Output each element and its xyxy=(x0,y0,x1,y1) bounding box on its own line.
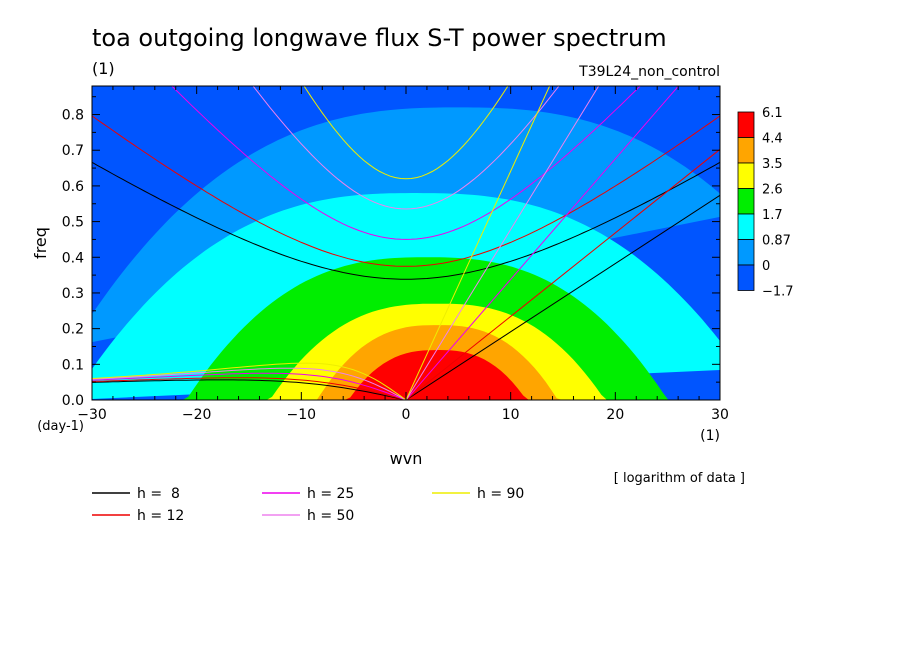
dispersion-curves xyxy=(92,86,720,400)
inertio-gravity-curve-8 xyxy=(92,161,720,280)
chart-title: toa outgoing longwave flux S-T power spe… xyxy=(92,24,667,52)
rossby-curve-50 xyxy=(92,367,407,400)
x-tick-label: −20 xyxy=(182,407,212,423)
rossby-curve-90 xyxy=(92,362,407,400)
legend-label-12: h = 12 xyxy=(137,508,184,524)
y-axis-label: freq xyxy=(31,227,50,259)
plot-area xyxy=(92,86,720,400)
colorbar-swatch xyxy=(737,188,755,215)
chart-units-label: (1) xyxy=(92,59,115,78)
legend: h = 8 h = 12 h = 25 h = 50 h = 90 xyxy=(92,486,524,524)
x-tick-label: −30 xyxy=(77,407,107,423)
y-tick-label: 0.2 xyxy=(62,322,84,338)
inertio-gravity-curve-12 xyxy=(92,115,720,267)
colorbar-swatch xyxy=(737,213,755,240)
colorbar-label: 1.7 xyxy=(762,208,783,223)
colorbar-label: 0.87 xyxy=(762,234,791,249)
data-transform-note: [ logarithm of data ] xyxy=(614,471,745,486)
contour-band-6.1 xyxy=(92,350,720,400)
legend-label-90: h = 90 xyxy=(477,486,524,502)
inertio-gravity-curve-25 xyxy=(171,86,641,240)
y-tick-label: 0.0 xyxy=(62,393,84,409)
colorbar-swatch xyxy=(737,137,755,164)
rossby-curve-12 xyxy=(92,377,407,400)
colorbar-swatch xyxy=(737,162,755,189)
run-name-label: T39L24_non_control xyxy=(578,64,720,80)
inertio-gravity-curve-50 xyxy=(252,86,560,210)
y-tick-label: 0.7 xyxy=(62,143,84,159)
rossby-curve-8 xyxy=(92,379,407,400)
colorbar-label: 2.6 xyxy=(762,183,783,198)
colorbar-label: 6.1 xyxy=(762,106,783,121)
kelvin-curve-12 xyxy=(405,148,720,400)
colorbar-label: 0 xyxy=(762,259,770,274)
colorbar-swatch xyxy=(737,111,755,138)
y-tick-label: 0.4 xyxy=(62,250,84,266)
y-tick-label: 0.8 xyxy=(62,108,84,124)
y-tick-label: 0.6 xyxy=(62,179,84,195)
colorbar-swatch xyxy=(737,239,755,266)
x-tick-label: −10 xyxy=(287,407,317,423)
colorbar-swatch xyxy=(737,264,755,291)
contour-fills xyxy=(92,86,720,400)
kelvin-curve-8 xyxy=(405,194,720,400)
x-axis-unit: (1) xyxy=(700,428,720,444)
axes: −30 −20 −10 0 10 20 30 0.0 0.1 0.2 0.3 0.4 0.5 0.6 0.7… xyxy=(62,86,729,423)
colorbar: 6.1 4.4 3.5 2.6 1.7 0.87 0 −1.7 xyxy=(737,106,794,300)
x-axis-label: wvn xyxy=(390,449,423,468)
kelvin-curve-50 xyxy=(405,86,600,400)
colorbar-label: −1.7 xyxy=(762,285,794,300)
colorbar-label: 3.5 xyxy=(762,157,783,172)
legend-label-25: h = 25 xyxy=(307,486,354,502)
kelvin-curve-25 xyxy=(405,86,680,400)
legend-label-50: h = 50 xyxy=(307,508,354,524)
x-tick-label: 0 xyxy=(402,407,411,423)
x-tick-label: 30 xyxy=(711,407,729,423)
kelvin-curve-90 xyxy=(405,86,551,400)
rossby-curve-25 xyxy=(92,372,407,400)
y-tick-label: 0.1 xyxy=(62,357,84,373)
y-tick-label: 0.5 xyxy=(62,215,84,231)
colorbar-label: 4.4 xyxy=(762,132,783,147)
inertio-gravity-curve-90 xyxy=(303,86,509,180)
y-axis-unit: (day-1) xyxy=(37,419,84,434)
y-tick-label: 0.3 xyxy=(62,286,84,302)
legend-label-8: h = 8 xyxy=(137,486,180,502)
x-tick-label: 10 xyxy=(502,407,520,423)
x-tick-label: 20 xyxy=(606,407,624,423)
